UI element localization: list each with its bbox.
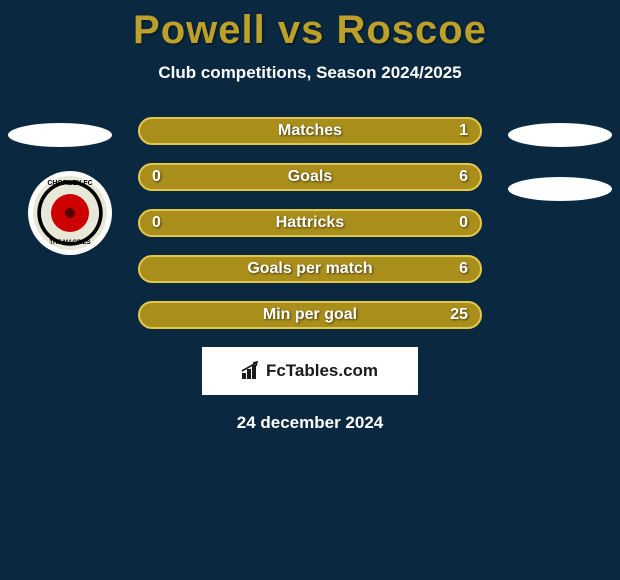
- stat-label: Goals: [288, 168, 332, 186]
- date-label: 24 december 2024: [0, 413, 620, 433]
- stat-left-value: 0: [152, 168, 161, 186]
- stats-bars: Matches 1 0 Goals 6 0 Hattricks 0 Goals …: [138, 113, 482, 329]
- stat-label: Min per goal: [263, 306, 357, 324]
- stat-label: Matches: [278, 122, 342, 140]
- chart-icon: [242, 363, 262, 379]
- team-badge: CHORLEY FC THE MAGPIES: [28, 171, 112, 255]
- badge-top-text: CHORLEY FC: [33, 180, 107, 187]
- stat-left-value: 0: [152, 214, 161, 232]
- branding-box: FcTables.com: [202, 347, 418, 395]
- stat-right-value: 1: [459, 122, 468, 140]
- badge-bottom-text: THE MAGPIES: [33, 240, 107, 246]
- stat-row-goals: 0 Goals 6: [138, 163, 482, 191]
- subtitle: Club competitions, Season 2024/2025: [0, 63, 620, 83]
- stat-row-goals-per-match: Goals per match 6: [138, 255, 482, 283]
- page-title: Powell vs Roscoe: [0, 0, 620, 53]
- stat-row-matches: Matches 1: [138, 117, 482, 145]
- stat-label: Goals per match: [247, 260, 372, 278]
- placeholder-ellipse-left: [8, 123, 112, 147]
- rose-icon: [51, 194, 89, 232]
- stat-label: Hattricks: [276, 214, 344, 232]
- stat-right-value: 6: [459, 168, 468, 186]
- content-area: CHORLEY FC THE MAGPIES Matches 1 0 Goals…: [0, 113, 620, 433]
- stat-row-hattricks: 0 Hattricks 0: [138, 209, 482, 237]
- branding-text: FcTables.com: [266, 361, 378, 381]
- stat-row-min-per-goal: Min per goal 25: [138, 301, 482, 329]
- stat-right-value: 0: [459, 214, 468, 232]
- stat-right-value: 6: [459, 260, 468, 278]
- badge-inner: CHORLEY FC THE MAGPIES: [33, 176, 107, 250]
- placeholder-ellipse-right-1: [508, 123, 612, 147]
- stat-right-value: 25: [450, 306, 468, 324]
- placeholder-ellipse-right-2: [508, 177, 612, 201]
